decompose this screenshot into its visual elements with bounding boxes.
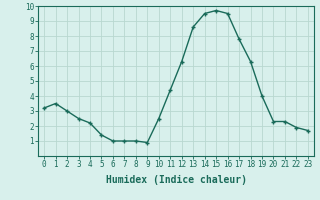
X-axis label: Humidex (Indice chaleur): Humidex (Indice chaleur) <box>106 175 246 185</box>
